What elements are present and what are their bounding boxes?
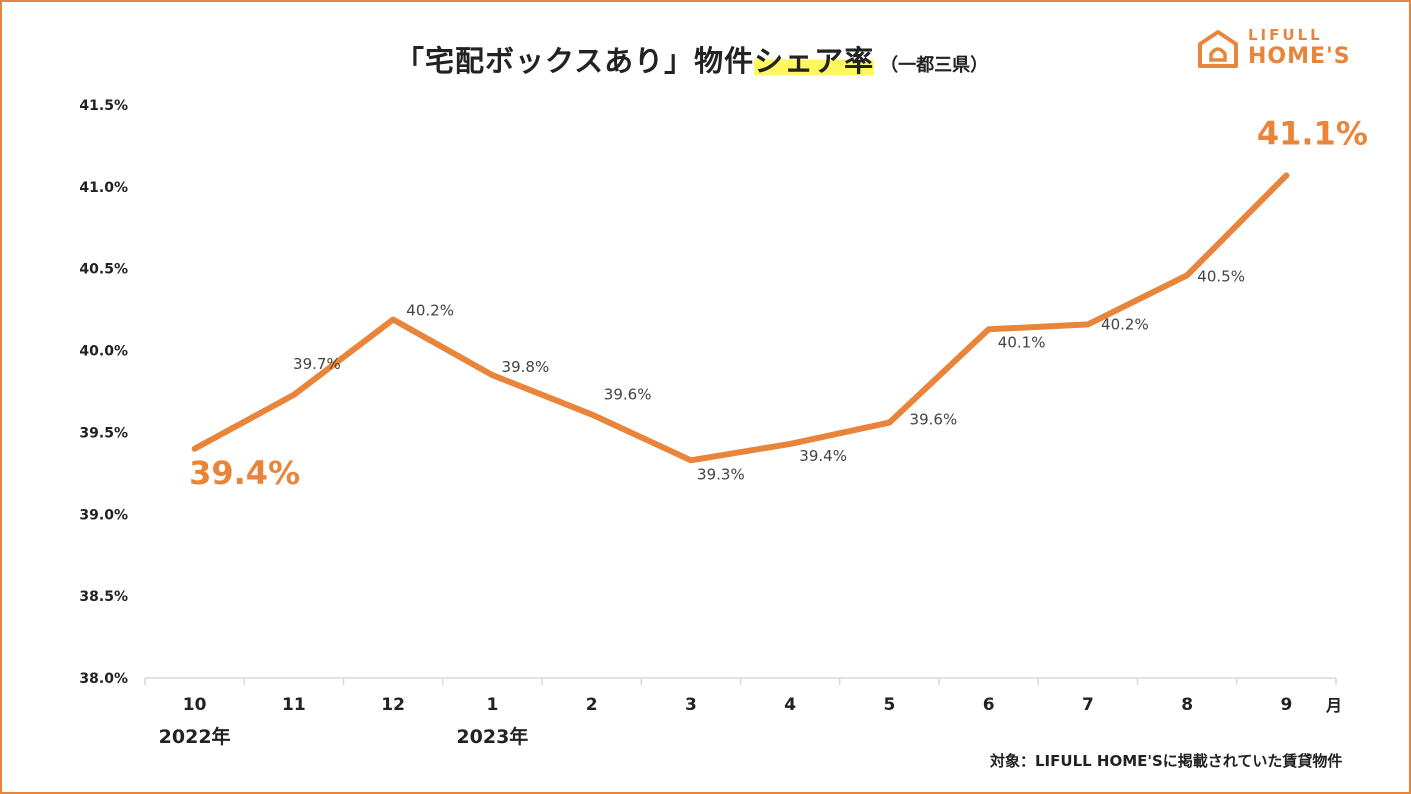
x-tick-label: 1 [486,695,498,715]
house-logo-icon [1198,30,1238,68]
data-label: 39.4% [189,454,300,492]
logo-text-homes: HOME'S [1248,44,1351,69]
y-tick-label: 38.0% [79,671,128,687]
x-tick-label: 11 [282,695,306,715]
y-tick-label: 41.0% [79,180,128,196]
data-label: 39.6% [604,385,652,403]
x-tick-label: 4 [784,695,796,715]
data-label: 40.5% [1197,267,1245,285]
x-tick-label: 2 [586,695,598,715]
data-label: 39.7% [293,355,341,373]
title-main: 「宅配ボックスあり」物件 [395,44,755,78]
year-label-2023: 2023年 [456,726,529,748]
title-region: （一都三県） [880,55,989,76]
series-line [191,172,1290,464]
footer-note: 対象：LIFULL HOME'Sに掲載されていた賃貸物件 [990,752,1343,770]
x-tick-label: 10 [183,695,207,715]
y-tick-label: 38.5% [79,589,128,605]
x-tick-label: 9 [1280,695,1292,715]
x-tick-label: 3 [685,695,697,715]
data-label: 39.8% [502,358,550,376]
y-axis-ticks: 38.0% 38.5% 39.0% 39.5% 40.0% 40.5% 41.0% 41.5% [79,98,128,687]
data-label: 40.1% [998,333,1046,351]
data-labels: 39.4% 39.7% 40.2% 39.8% 39.6% 39.3% 39.4% 39.6%… [189,114,1368,491]
x-axis-ticks: 10 11 12 1 2 3 4 5 6 7 8 9 [183,695,1293,715]
data-label: 41.1% [1257,114,1368,152]
x-tick-label: 5 [883,695,895,715]
y-tick-label: 40.5% [79,262,128,278]
x-tick-label: 6 [983,695,995,715]
chart-title: 「宅配ボックスあり」物件シェア率 （一都三県） [395,38,988,78]
y-tick-label: 39.0% [79,507,128,523]
month-unit-label: 月 [1326,696,1343,715]
year-label-2022: 2022年 [158,726,231,748]
logo-text-lifull: LIFULL [1248,26,1323,44]
y-tick-label: 39.5% [79,425,128,441]
x-tick-label: 8 [1181,695,1193,715]
x-tick-label: 12 [381,695,405,715]
data-label: 39.3% [697,465,745,483]
lifull-homes-logo: LIFULL HOME'S [1196,26,1376,74]
data-series [191,172,1290,464]
data-label: 39.4% [799,447,847,465]
data-label: 40.2% [406,301,454,319]
data-label: 39.6% [910,411,958,429]
title-highlight: シェア率 [754,44,875,78]
y-tick-label: 41.5% [79,98,128,114]
x-axis [144,677,1337,685]
data-label: 40.2% [1101,315,1149,333]
y-tick-label: 40.0% [79,344,128,360]
x-tick-label: 7 [1082,695,1094,715]
